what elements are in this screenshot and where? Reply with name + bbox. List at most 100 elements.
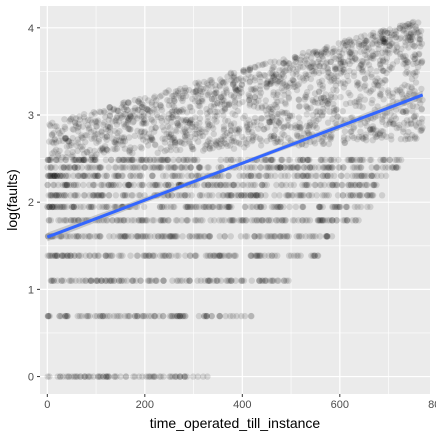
data-point	[65, 373, 72, 380]
data-point	[74, 373, 81, 380]
data-point	[299, 156, 306, 164]
data-point	[204, 138, 212, 145]
data-point	[240, 68, 247, 75]
data-point	[158, 233, 166, 240]
data-point	[248, 128, 256, 136]
data-point	[319, 203, 326, 211]
data-point	[249, 138, 256, 145]
data-point	[125, 126, 132, 133]
data-point	[373, 127, 380, 134]
data-point	[257, 203, 264, 211]
data-point	[274, 113, 281, 120]
data-point	[44, 252, 51, 259]
data-point	[330, 45, 337, 52]
data-point	[124, 116, 131, 123]
data-point	[217, 101, 224, 108]
data-point	[281, 109, 289, 117]
data-point	[137, 128, 144, 136]
data-point	[413, 68, 420, 76]
data-point	[363, 181, 370, 189]
data-point	[196, 203, 203, 211]
data-point	[404, 33, 411, 40]
data-point	[192, 114, 199, 121]
data-point	[192, 93, 199, 100]
data-point	[148, 99, 155, 106]
data-point	[204, 118, 211, 125]
data-point	[211, 217, 218, 224]
data-point	[65, 373, 72, 380]
data-point	[302, 233, 309, 240]
data-point	[135, 156, 143, 164]
data-point	[176, 373, 183, 380]
data-point	[115, 137, 123, 144]
data-point	[341, 128, 349, 135]
data-point	[278, 97, 285, 104]
data-point	[373, 81, 381, 89]
data-point	[112, 203, 120, 211]
data-point	[82, 277, 90, 284]
data-point	[170, 103, 178, 111]
data-point	[149, 373, 156, 380]
data-point	[236, 84, 244, 92]
data-point	[253, 252, 260, 259]
data-point	[409, 131, 416, 139]
data-point	[187, 164, 195, 171]
data-point	[282, 101, 289, 108]
data-point	[120, 111, 127, 118]
data-point	[78, 312, 86, 320]
data-point	[287, 181, 294, 189]
data-point	[71, 252, 79, 259]
data-point	[364, 172, 371, 179]
data-point	[178, 217, 185, 224]
data-point	[289, 77, 297, 84]
data-point	[271, 72, 278, 80]
data-point	[247, 64, 254, 72]
data-point	[400, 128, 407, 135]
data-point	[192, 252, 199, 259]
data-point	[344, 217, 351, 224]
data-point	[387, 110, 394, 117]
data-point	[266, 119, 273, 126]
data-point	[319, 67, 326, 75]
data-point	[121, 138, 129, 145]
data-point	[86, 172, 94, 179]
data-point	[389, 98, 397, 105]
data-point	[412, 122, 420, 129]
data-point	[173, 120, 181, 127]
data-point	[192, 126, 199, 133]
data-point	[208, 76, 215, 84]
data-point	[302, 102, 310, 110]
data-point	[125, 233, 132, 240]
data-point	[340, 164, 347, 171]
data-point	[207, 217, 214, 224]
data-point	[57, 217, 64, 224]
data-point	[128, 217, 135, 224]
data-point	[116, 217, 123, 224]
data-point	[229, 156, 237, 164]
data-point	[292, 122, 299, 129]
data-point	[227, 312, 234, 320]
data-point	[104, 127, 112, 134]
data-point	[362, 44, 370, 51]
data-point	[177, 95, 185, 102]
data-point	[376, 57, 384, 64]
data-point	[411, 29, 418, 36]
data-point	[301, 181, 308, 189]
data-point	[271, 233, 278, 240]
data-point	[345, 57, 352, 65]
data-point	[149, 172, 156, 179]
data-point	[210, 125, 217, 132]
data-point	[356, 156, 364, 164]
data-point	[360, 135, 367, 142]
data-point	[378, 28, 385, 35]
data-point	[159, 156, 166, 164]
data-point	[281, 217, 289, 224]
data-point	[98, 192, 106, 199]
data-point	[167, 130, 175, 138]
data-point	[258, 203, 265, 211]
data-point	[106, 277, 113, 284]
data-point	[72, 277, 79, 284]
data-point	[216, 203, 224, 211]
data-point	[130, 172, 137, 179]
